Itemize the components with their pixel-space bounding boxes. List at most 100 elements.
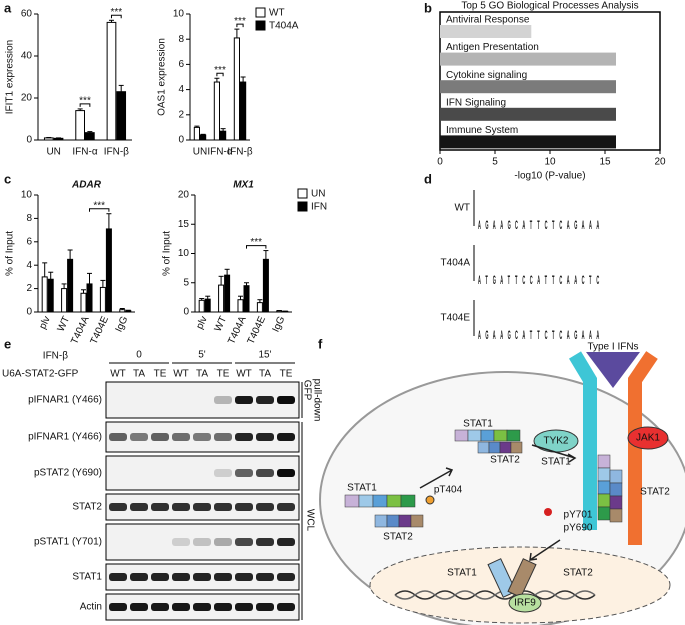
receptor-ifnar2 <box>628 351 658 545</box>
jak1 <box>627 426 669 450</box>
x-tick-label: IFN-β <box>104 147 129 158</box>
significance-label: *** <box>110 7 122 18</box>
blot-band <box>151 573 169 581</box>
blot-band <box>235 573 253 581</box>
logo-letter: G <box>574 328 577 341</box>
error-bar <box>194 125 200 128</box>
blot-band <box>277 503 295 511</box>
bar <box>440 135 616 149</box>
panel-label: c <box>4 171 11 186</box>
significance-label: *** <box>234 16 246 27</box>
row-label: pSTAT2 (Y690) <box>34 468 102 479</box>
time-label: 0 <box>136 350 142 361</box>
significance-bracket <box>236 23 244 28</box>
legend-label: IFN <box>311 202 327 213</box>
significance-bracket <box>79 103 91 107</box>
bar <box>240 81 247 141</box>
bar <box>440 52 616 66</box>
y-axis-label: % of Input <box>5 231 16 276</box>
legend-swatch <box>297 201 308 212</box>
panel-label: e <box>4 336 11 351</box>
bar <box>193 126 201 141</box>
phospho-site <box>425 495 435 505</box>
blot-band <box>214 396 232 404</box>
legend-label: UN <box>311 189 325 200</box>
error-bar <box>100 279 106 288</box>
category-label: Antiviral Response <box>446 15 530 26</box>
significance-bracket <box>216 72 224 77</box>
blot-band <box>130 503 148 511</box>
error-bar <box>87 131 93 133</box>
stat-domain <box>597 493 611 508</box>
bar <box>233 37 241 141</box>
significance-label: *** <box>93 200 105 211</box>
error-bar <box>118 84 124 92</box>
logo-label: T404A <box>441 258 471 269</box>
lane-label: TE <box>217 369 230 380</box>
bar <box>440 80 616 94</box>
logo-letter: T <box>537 328 540 341</box>
logo-letter: A <box>522 218 525 231</box>
y-tick-label: 2 <box>26 283 32 294</box>
blot-band <box>235 396 253 404</box>
stat-domain <box>344 494 360 508</box>
blot-band <box>172 573 190 581</box>
logo-letter: T <box>537 218 540 231</box>
error-bar <box>108 19 114 23</box>
error-bar <box>61 283 67 289</box>
logo-letter: A <box>500 218 503 231</box>
stat-domain <box>358 494 374 508</box>
stat-domain <box>597 480 611 495</box>
construct-label: U6A-STAT2-GFP <box>2 369 79 380</box>
blot-band <box>235 469 253 477</box>
error-bar <box>224 268 230 276</box>
group-label: pull-down <box>311 379 322 422</box>
stat-domain <box>597 506 611 521</box>
blot-band <box>109 503 127 511</box>
logo-letter: G <box>485 218 488 231</box>
logo-letter: A <box>478 328 481 341</box>
logo-letter: T <box>552 328 555 341</box>
logo-letter: C <box>582 273 585 286</box>
logo-letter: C <box>545 328 548 341</box>
bar <box>256 302 263 313</box>
error-bar <box>77 108 83 111</box>
arrow <box>419 467 454 489</box>
chart-title: ADAR <box>71 180 102 191</box>
row-label: STAT2 <box>72 502 102 513</box>
row-label: pIFNAR1 (Y466) <box>28 432 102 443</box>
x-tick-label: plv <box>194 315 209 331</box>
logo-letter: C <box>530 273 533 286</box>
lane-label: TA <box>133 369 145 380</box>
x-tick-label: IFN-β <box>227 147 252 158</box>
significance-label: *** <box>79 96 91 107</box>
blot-band <box>172 433 190 441</box>
x-tick-label: IFN-α <box>72 147 97 158</box>
error-bar <box>244 282 250 286</box>
logo-letter: C <box>515 328 518 341</box>
category-label: Immune System <box>446 125 518 136</box>
stat-domain <box>609 469 623 484</box>
blot-band <box>151 503 169 511</box>
blot-band <box>277 538 295 546</box>
x-tick-label: 0 <box>437 157 443 168</box>
y-tick-label: 15 <box>178 219 190 230</box>
logo-letter: C <box>559 328 562 341</box>
row-label: pSTAT1 (Y701) <box>34 537 102 548</box>
logo-letter: T <box>545 273 548 286</box>
diagram-label: pT404 <box>434 485 463 496</box>
significance-bracket <box>89 208 110 212</box>
ligand <box>586 352 640 388</box>
blot-band <box>256 603 274 611</box>
logo-letter: T <box>530 328 533 341</box>
blot-band <box>151 433 169 441</box>
bar <box>67 258 74 313</box>
logo-letter: A <box>596 218 599 231</box>
bar <box>105 228 112 313</box>
blot-band <box>109 573 127 581</box>
blot-band <box>193 573 211 581</box>
error-bar <box>263 250 269 260</box>
x-tick-label: 15 <box>599 157 611 168</box>
error-bar <box>240 76 246 83</box>
